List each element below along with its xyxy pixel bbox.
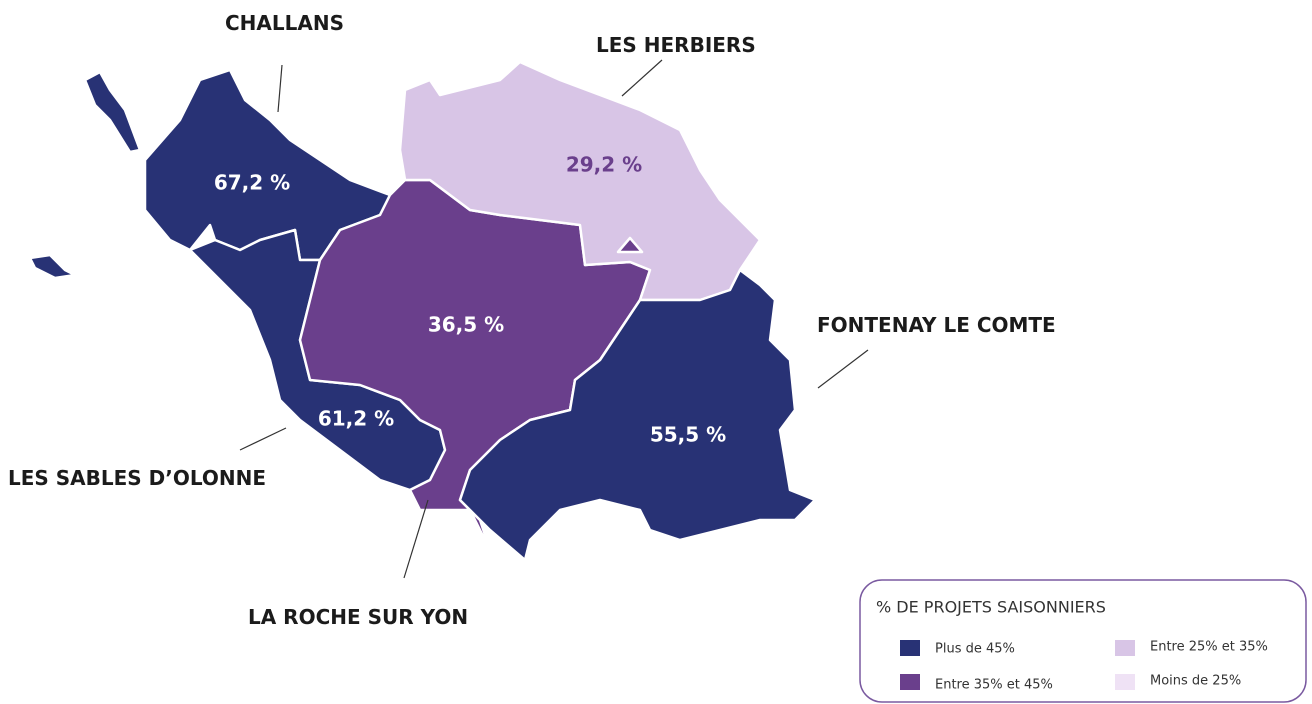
region-name: LA ROCHE SUR YON	[248, 605, 468, 629]
challans-island	[28, 253, 77, 280]
region-value: 61,2 %	[318, 407, 394, 431]
legend-title: % DE PROJETS SAISONNIERS	[876, 598, 1106, 617]
enclave	[616, 236, 644, 254]
legend-swatch	[900, 674, 920, 690]
fontenay-region	[458, 268, 817, 562]
leader	[817, 349, 869, 389]
region-name: LES HERBIERS	[596, 33, 756, 57]
challans-island	[83, 70, 142, 154]
region-value: 36,5 %	[428, 313, 504, 337]
leader	[403, 499, 429, 579]
region-value: 67,2 %	[214, 171, 290, 195]
leader	[239, 427, 287, 451]
herbiers-region	[398, 60, 762, 302]
region-name: FONTENAY LE COMTE	[817, 313, 1056, 337]
region-name: CHALLANS	[225, 11, 344, 35]
legend-swatch	[1115, 640, 1135, 656]
legend-label: Plus de 45%	[935, 642, 1015, 657]
region-value: 55,5 %	[650, 423, 726, 447]
legend-label: Entre 25% et 35%	[1150, 640, 1268, 655]
region-name: LES SABLES D’OLONNE	[8, 466, 266, 490]
legend-label: Moins de 25%	[1150, 674, 1241, 689]
legend-swatch	[900, 640, 920, 656]
legend-swatch	[1115, 674, 1135, 690]
legend-label: Entre 35% et 45%	[935, 678, 1053, 693]
region-value: 29,2 %	[566, 153, 642, 177]
leader	[277, 64, 283, 113]
leader	[621, 59, 663, 97]
legend-box	[859, 579, 1307, 703]
